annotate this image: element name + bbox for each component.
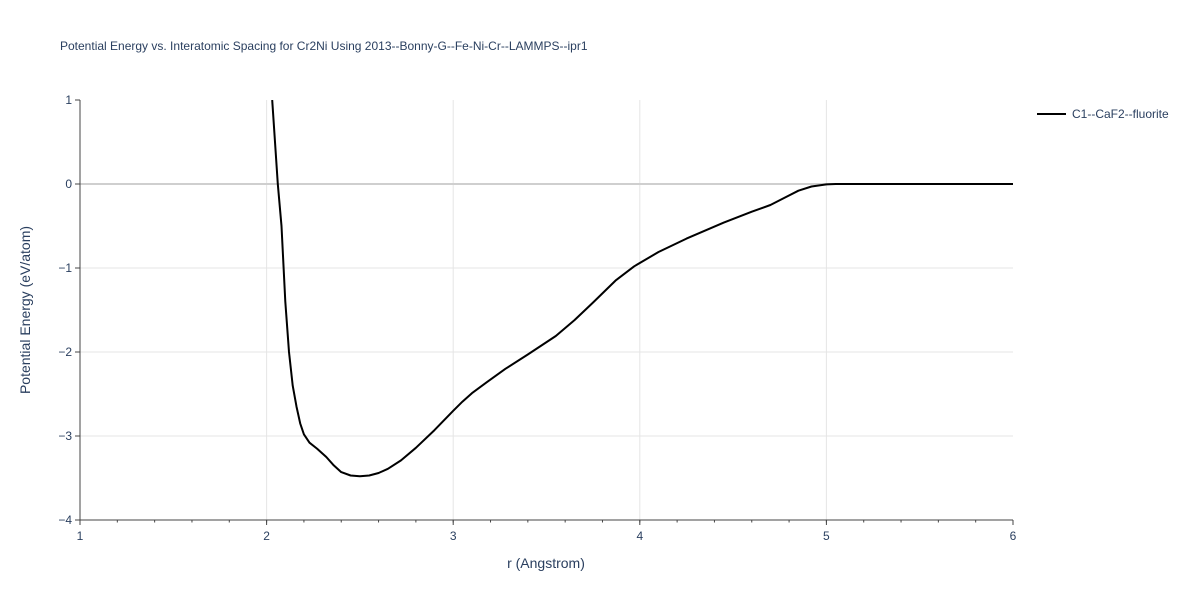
chart-title: Potential Energy vs. Interatomic Spacing… — [60, 39, 588, 53]
x-tick-label: 4 — [636, 529, 643, 543]
legend-label: C1--CaF2--fluorite — [1072, 107, 1169, 121]
x-axis-label: r (Angstrom) — [507, 555, 585, 571]
y-tick-label: −4 — [58, 513, 72, 527]
legend: C1--CaF2--fluorite — [1037, 107, 1169, 121]
x-tick-label: 3 — [450, 529, 457, 543]
x-tick-labels: 1 2 3 4 5 6 — [77, 529, 1017, 543]
y-tick-label: −3 — [58, 429, 72, 443]
x-tick-label: 6 — [1010, 529, 1017, 543]
y-tick-labels: 1 0 −1 −2 −3 −4 — [58, 93, 72, 527]
y-axis-label: Potential Energy (eV/atom) — [17, 226, 33, 394]
y-tick-label: 0 — [65, 177, 72, 191]
x-tick-label: 5 — [823, 529, 830, 543]
x-tick-label: 1 — [77, 529, 84, 543]
y-tick-label: −2 — [58, 345, 72, 359]
axes — [75, 99, 1014, 525]
x-tick-label: 2 — [263, 529, 270, 543]
series-lines — [271, 100, 1013, 478]
series-line — [271, 100, 1013, 478]
y-tick-label: 1 — [65, 93, 72, 107]
grid — [80, 100, 1013, 520]
y-tick-label: −1 — [58, 261, 72, 275]
